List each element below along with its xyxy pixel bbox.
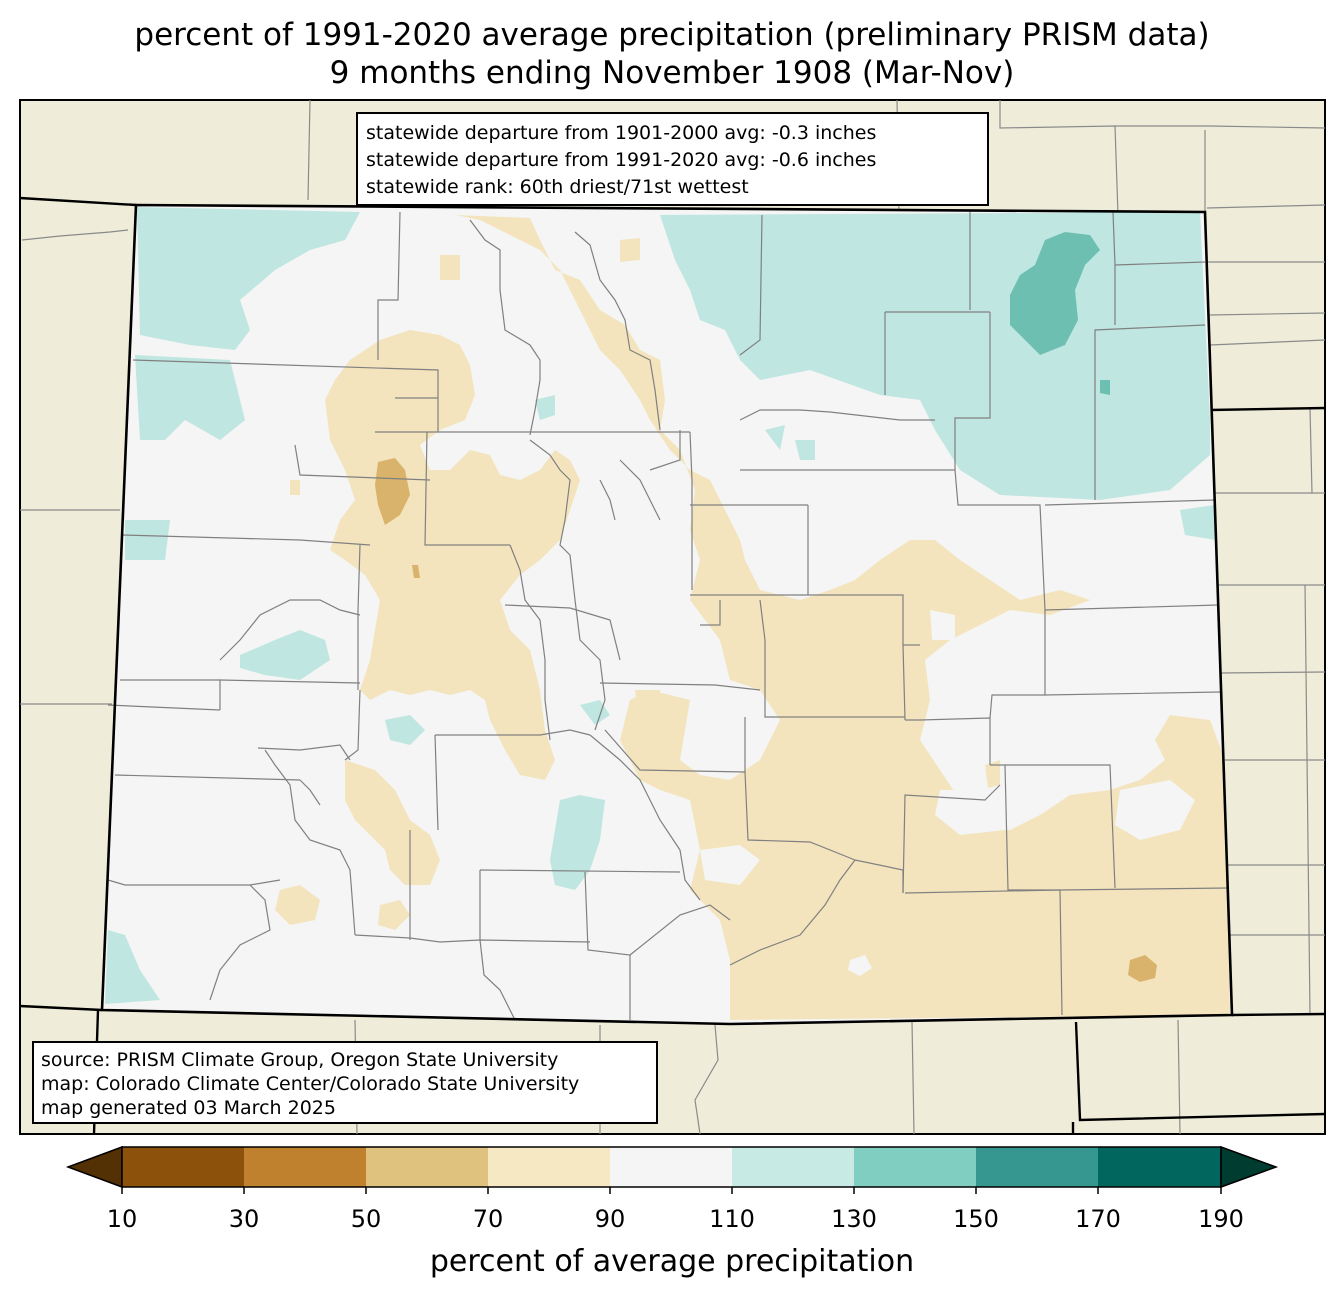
colorbar-segment xyxy=(610,1147,732,1187)
colorbar-tick-label: 90 xyxy=(594,1205,626,1233)
colorbar-low-arrow xyxy=(65,1145,123,1189)
colorbar-tick-label: 130 xyxy=(831,1205,877,1233)
stats-rank: statewide rank: 60th driest/71st wettest xyxy=(366,176,749,198)
wet-region-130-150 xyxy=(1010,232,1110,395)
map-subtitle: 9 months ending November 1908 (Mar-Nov) xyxy=(329,55,1015,91)
colorbar-tick-label: 190 xyxy=(1198,1205,1244,1233)
colorbar-tick-label: 70 xyxy=(472,1205,504,1233)
map-credit-line: map: Colorado Climate Center/Colorado St… xyxy=(41,1073,580,1095)
statewide-stats-box: statewide departure from 1901-2000 avg: … xyxy=(356,112,989,206)
source-line: source: PRISM Climate Group, Oregon Stat… xyxy=(41,1049,559,1071)
colorbar-segment xyxy=(976,1147,1098,1187)
source-credits-box: source: PRISM Climate Group, Oregon Stat… xyxy=(32,1041,658,1124)
stats-departure-1991-2020: statewide departure from 1991-2020 avg: … xyxy=(366,149,877,171)
near-normal-pockets xyxy=(700,610,1195,976)
stats-departure-1901-2000: statewide departure from 1901-2000 avg: … xyxy=(366,122,877,144)
colorbar-segment xyxy=(854,1147,976,1187)
colorado-border xyxy=(100,203,1234,1026)
colorbar-high-arrow xyxy=(1220,1145,1279,1189)
colorbar xyxy=(65,1145,1279,1194)
colorbar-segment xyxy=(122,1147,244,1187)
colorbar-ticks xyxy=(121,1187,1222,1194)
colorbar-outline xyxy=(121,1146,1222,1188)
colorbar-tick-label: 150 xyxy=(953,1205,999,1233)
dry-region-70-90 xyxy=(275,215,1230,1020)
colorbar-tick-label: 30 xyxy=(228,1205,260,1233)
colorbar-segment xyxy=(488,1147,610,1187)
dry-region-50-70 xyxy=(375,458,1157,982)
county-lines xyxy=(107,211,1229,1021)
colorbar-segment xyxy=(732,1147,854,1187)
colorbar-tick-label: 10 xyxy=(106,1205,138,1233)
colorbar-title: percent of average precipitation xyxy=(429,1244,915,1279)
map-title: percent of 1991-2020 average precipitati… xyxy=(134,17,1210,53)
neighbor-county-lines xyxy=(20,99,1326,1135)
colorbar-tick-label: 50 xyxy=(350,1205,382,1233)
colorbar-tick-label: 170 xyxy=(1075,1205,1121,1233)
colorbar-segment xyxy=(366,1147,488,1187)
generated-date-line: map generated 03 March 2025 xyxy=(41,1097,336,1119)
colorbar-segment xyxy=(244,1147,366,1187)
colorbar-tick-label: 110 xyxy=(709,1205,755,1233)
colorbar-segment xyxy=(1098,1147,1221,1187)
